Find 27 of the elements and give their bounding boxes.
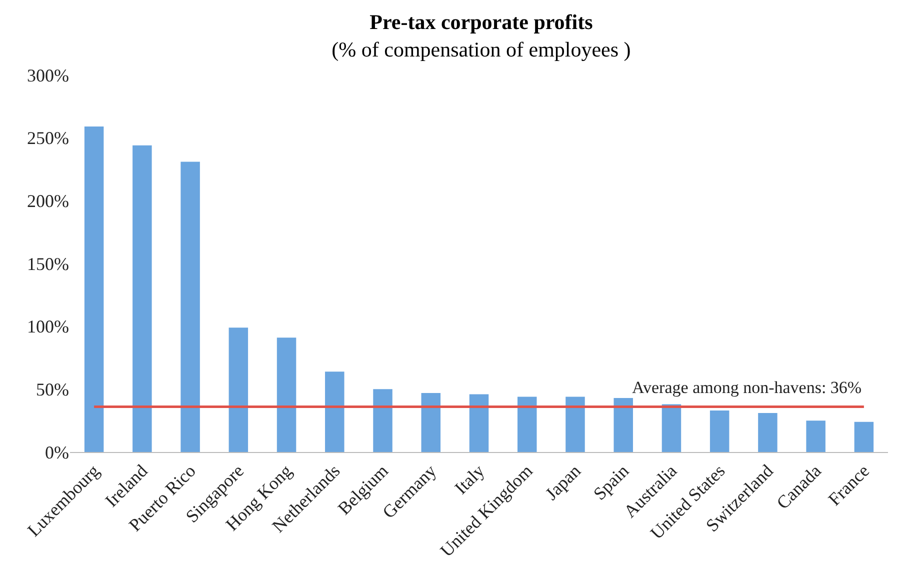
bar — [566, 396, 585, 452]
bar — [854, 422, 874, 452]
bar — [469, 394, 489, 452]
y-tick-label: 50% — [36, 379, 69, 400]
bar — [662, 404, 682, 452]
bar — [758, 413, 778, 452]
bar — [180, 162, 200, 452]
chart-title: Pre-tax corporate profits — [370, 10, 593, 34]
bar — [84, 126, 104, 452]
bar — [421, 392, 441, 452]
bar — [806, 420, 826, 452]
bar — [517, 396, 537, 452]
y-tick-label: 150% — [27, 254, 69, 274]
y-tick-label: 250% — [27, 128, 69, 148]
y-tick-label: 100% — [27, 316, 69, 337]
bar — [325, 372, 344, 452]
bar — [614, 398, 633, 452]
y-tick-label: 200% — [27, 190, 69, 211]
y-tick-label: 300% — [27, 65, 69, 86]
ref-line-label: Average among non-havens: 36% — [632, 378, 862, 397]
bar — [276, 338, 296, 452]
y-tick-label: 0% — [45, 442, 69, 462]
bar — [710, 410, 730, 452]
bar — [132, 145, 152, 452]
bar — [228, 328, 248, 452]
bar — [373, 389, 392, 452]
chart-subtitle: (% of compensation of employees ) — [332, 37, 631, 62]
